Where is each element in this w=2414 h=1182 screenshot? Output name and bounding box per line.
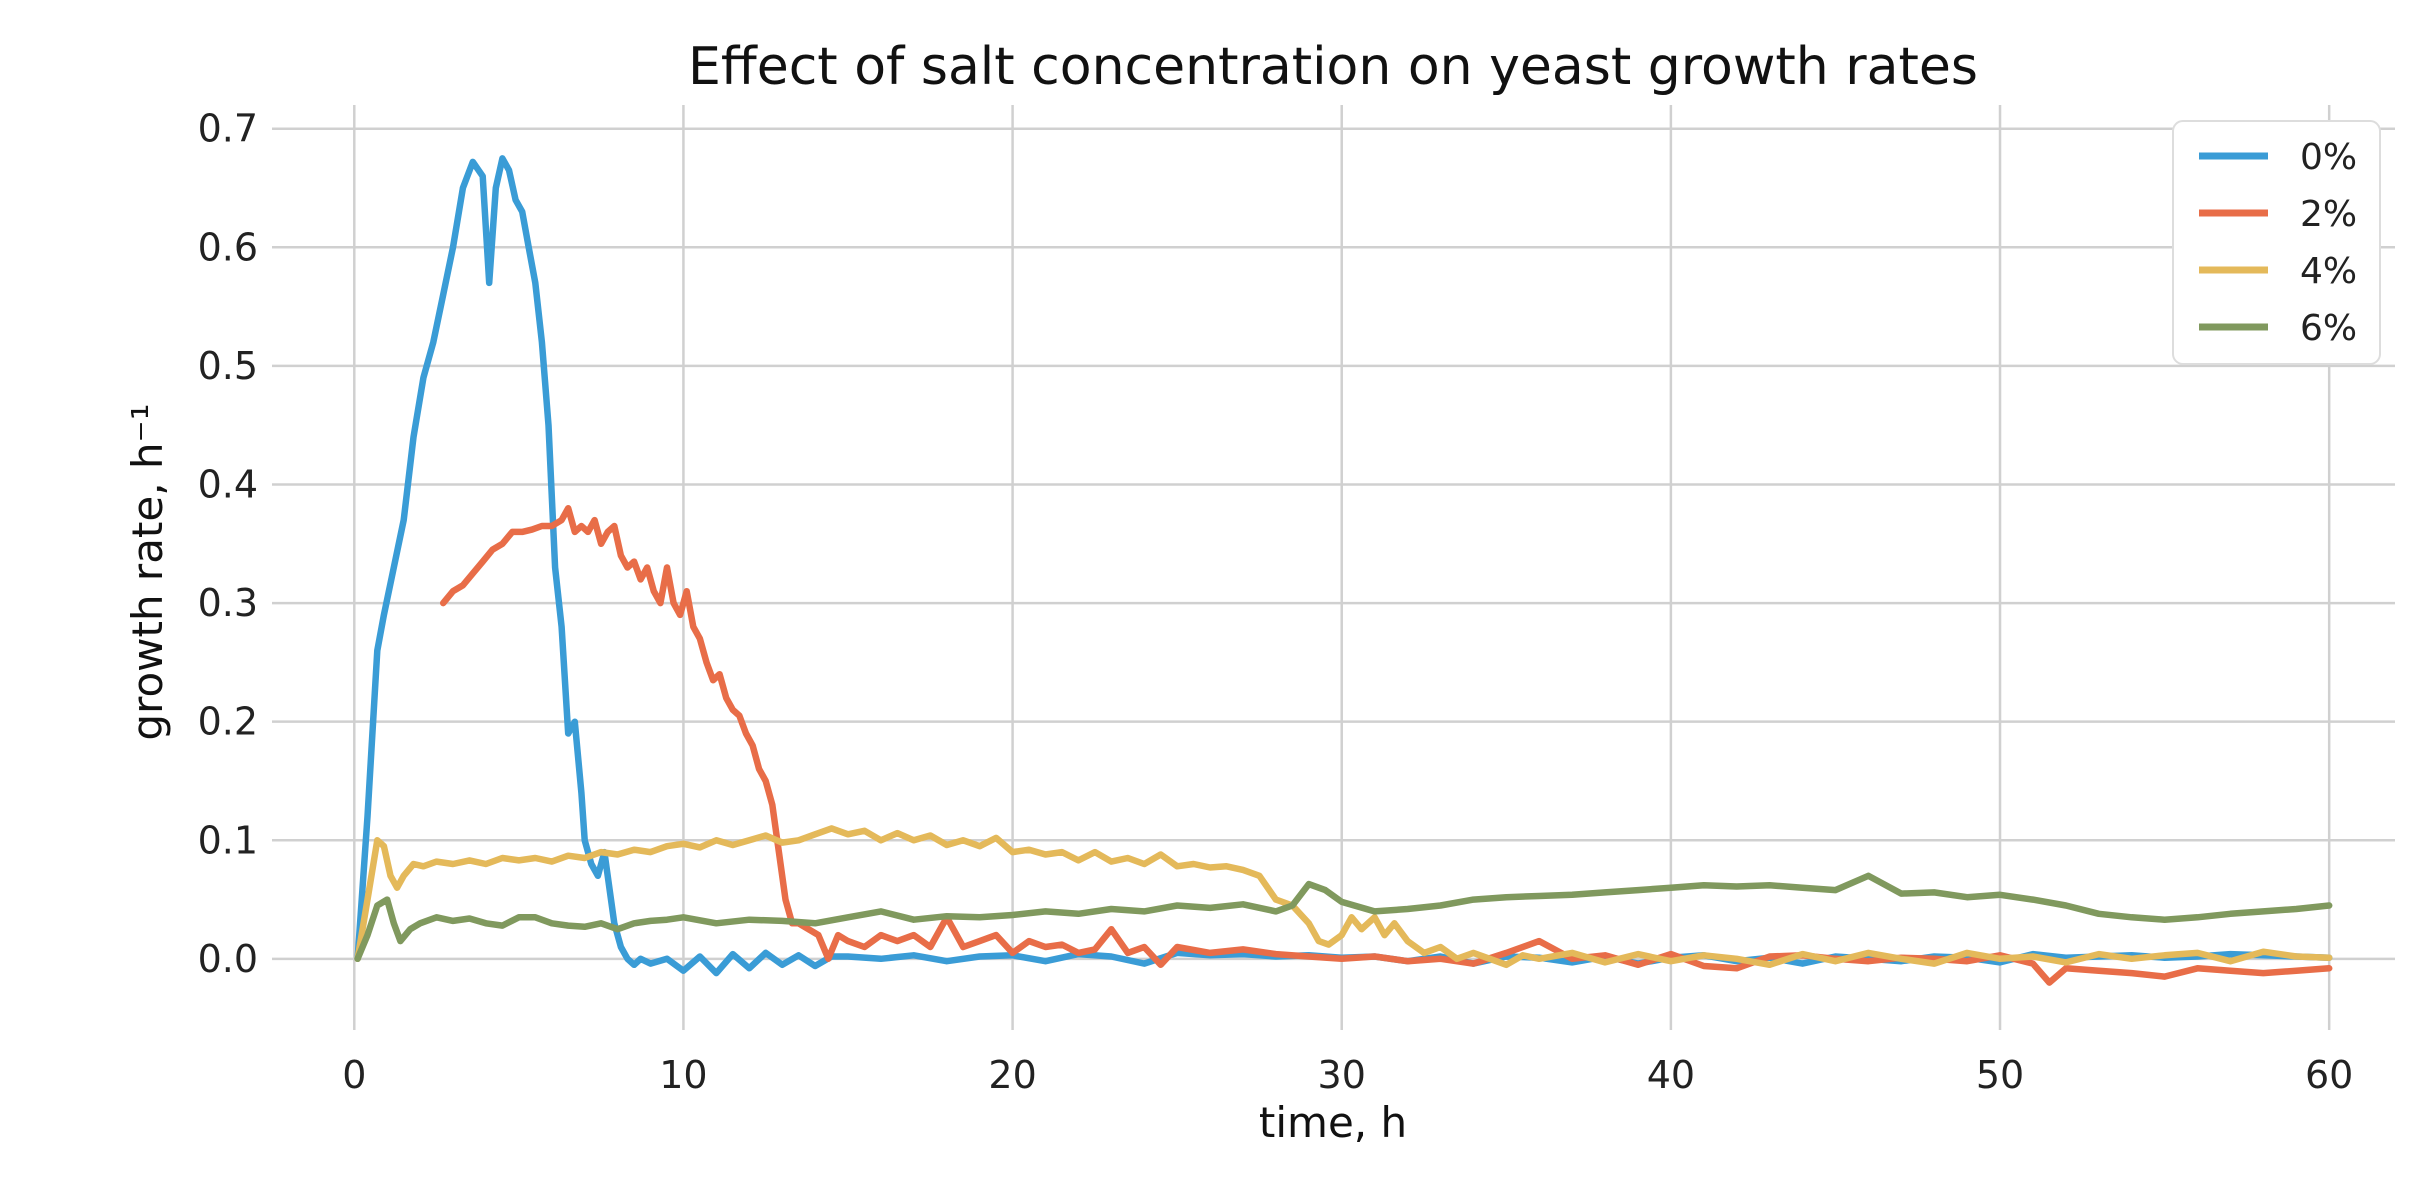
- series-line-2: [354, 825, 2333, 969]
- x-tick-label: 10: [659, 1053, 707, 1097]
- series-line-0: [354, 155, 2333, 977]
- grid-layer: [272, 105, 2395, 1030]
- x-tick-label: 60: [2305, 1053, 2353, 1097]
- x-tick-label: 40: [1647, 1053, 1695, 1097]
- series-line-1: [439, 504, 2333, 986]
- chart-title: Effect of salt concentration on yeast gr…: [688, 37, 1978, 97]
- legend-label: 2%: [2300, 194, 2357, 235]
- x-tick-label: 0: [342, 1053, 366, 1097]
- y-axis-label: growth rate, h⁻¹: [123, 403, 172, 740]
- x-tick-label: 20: [988, 1053, 1036, 1097]
- y-tick-label: 0.6: [198, 225, 258, 269]
- y-tick-label: 0.5: [198, 344, 258, 388]
- y-tick-label: 0.3: [198, 581, 258, 625]
- legend-label: 0%: [2300, 137, 2357, 178]
- y-tick-label: 0.0: [198, 937, 258, 981]
- y-tick-label: 0.7: [198, 107, 258, 151]
- x-tick-label: 30: [1318, 1053, 1366, 1097]
- x-tick-label: 50: [1976, 1053, 2024, 1097]
- legend-label: 6%: [2300, 308, 2357, 349]
- legend: 0% 2% 4% 6%: [2172, 120, 2381, 365]
- legend-label: 4%: [2300, 251, 2357, 292]
- x-axis-label: time, h: [1259, 1098, 1407, 1147]
- y-tick-label: 0.2: [198, 700, 258, 744]
- y-tick-label: 0.4: [198, 462, 258, 506]
- legend-box: [2172, 120, 2381, 365]
- series-layer: [354, 155, 2333, 986]
- y-tick-label: 0.1: [198, 818, 258, 862]
- tick-labels: 0 10 20 30 40 50 60 0.0 0.1 0.2 0.3 0.4 0.5 0.6 0.7: [198, 107, 2354, 1097]
- series-line-3: [354, 872, 2333, 963]
